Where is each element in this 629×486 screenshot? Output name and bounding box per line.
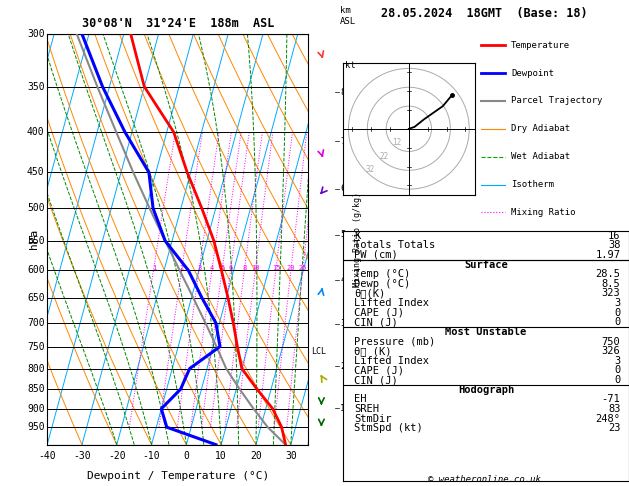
Text: 4: 4 bbox=[210, 264, 214, 271]
Text: 950: 950 bbox=[27, 422, 45, 432]
Text: 0: 0 bbox=[614, 317, 620, 327]
Text: 300: 300 bbox=[27, 29, 45, 39]
Text: 248°: 248° bbox=[596, 414, 620, 424]
Text: 3: 3 bbox=[614, 298, 620, 308]
Text: 38: 38 bbox=[608, 240, 620, 250]
Text: EH: EH bbox=[354, 394, 367, 404]
Text: Dewp (°C): Dewp (°C) bbox=[354, 279, 411, 289]
Text: CAPE (J): CAPE (J) bbox=[354, 365, 404, 375]
Text: Temp (°C): Temp (°C) bbox=[354, 269, 411, 279]
Text: 450: 450 bbox=[27, 167, 45, 177]
Text: 600: 600 bbox=[27, 265, 45, 276]
Text: CAPE (J): CAPE (J) bbox=[354, 308, 404, 318]
Text: 30: 30 bbox=[285, 451, 297, 461]
Text: 1.97: 1.97 bbox=[596, 250, 620, 260]
Text: 10: 10 bbox=[215, 451, 227, 461]
Text: Wet Adiabat: Wet Adiabat bbox=[511, 152, 571, 161]
Text: 0: 0 bbox=[614, 375, 620, 385]
Text: 20: 20 bbox=[287, 264, 296, 271]
Text: 550: 550 bbox=[27, 236, 45, 246]
Text: StmDir: StmDir bbox=[354, 414, 392, 424]
Text: -30: -30 bbox=[73, 451, 91, 461]
Text: 16: 16 bbox=[608, 231, 620, 241]
Text: 5: 5 bbox=[220, 264, 225, 271]
Text: 23: 23 bbox=[608, 423, 620, 433]
Text: CIN (J): CIN (J) bbox=[354, 317, 398, 327]
Text: Parcel Trajectory: Parcel Trajectory bbox=[511, 96, 603, 105]
Text: 22: 22 bbox=[379, 152, 388, 161]
Text: Dewpoint: Dewpoint bbox=[511, 69, 554, 78]
Text: 20: 20 bbox=[250, 451, 262, 461]
Text: -71: -71 bbox=[602, 394, 620, 404]
Text: 4: 4 bbox=[340, 275, 345, 284]
Text: Isotherm: Isotherm bbox=[511, 180, 554, 189]
Text: Mixing Ratio (g/kg): Mixing Ratio (g/kg) bbox=[353, 192, 362, 287]
Text: θᴇ (K): θᴇ (K) bbox=[354, 346, 392, 356]
Text: PW (cm): PW (cm) bbox=[354, 250, 398, 260]
Text: 350: 350 bbox=[27, 82, 45, 91]
Text: 8: 8 bbox=[340, 88, 345, 97]
Text: 3: 3 bbox=[614, 356, 620, 366]
Text: 6: 6 bbox=[340, 184, 345, 193]
Text: 7: 7 bbox=[340, 137, 345, 146]
Text: 326: 326 bbox=[602, 346, 620, 356]
Text: Most Unstable: Most Unstable bbox=[445, 327, 526, 337]
Text: Surface: Surface bbox=[464, 260, 508, 270]
Text: 1: 1 bbox=[152, 264, 156, 271]
Text: 15: 15 bbox=[272, 264, 281, 271]
Text: km
ASL: km ASL bbox=[340, 6, 356, 26]
Text: 83: 83 bbox=[608, 404, 620, 414]
Text: © weatheronline.co.uk: © weatheronline.co.uk bbox=[428, 474, 541, 484]
Text: 400: 400 bbox=[27, 127, 45, 137]
Text: 650: 650 bbox=[27, 293, 45, 303]
Text: kt: kt bbox=[345, 61, 355, 70]
Text: 700: 700 bbox=[27, 318, 45, 328]
Text: Totals Totals: Totals Totals bbox=[354, 240, 435, 250]
Text: 32: 32 bbox=[365, 165, 375, 174]
Text: 500: 500 bbox=[27, 203, 45, 213]
Text: Hodograph: Hodograph bbox=[458, 385, 514, 395]
Text: 28.5: 28.5 bbox=[596, 269, 620, 279]
Text: θᴇ(K): θᴇ(K) bbox=[354, 288, 386, 298]
Text: Dry Adiabat: Dry Adiabat bbox=[511, 124, 571, 133]
Text: Lifted Index: Lifted Index bbox=[354, 298, 429, 308]
Text: 2: 2 bbox=[180, 264, 184, 271]
Text: 25: 25 bbox=[299, 264, 308, 271]
Text: 1: 1 bbox=[340, 404, 345, 413]
Text: K: K bbox=[354, 231, 360, 241]
Text: 28.05.2024  18GMT  (Base: 18): 28.05.2024 18GMT (Base: 18) bbox=[381, 7, 587, 20]
Text: 0: 0 bbox=[184, 451, 189, 461]
Text: 12: 12 bbox=[392, 138, 402, 147]
Text: Dewpoint / Temperature (°C): Dewpoint / Temperature (°C) bbox=[87, 471, 269, 482]
Text: hPa: hPa bbox=[29, 229, 39, 249]
Text: Pressure (mb): Pressure (mb) bbox=[354, 337, 435, 347]
Text: 2: 2 bbox=[340, 362, 345, 371]
Text: -20: -20 bbox=[108, 451, 126, 461]
Text: 323: 323 bbox=[602, 288, 620, 298]
Text: 750: 750 bbox=[602, 337, 620, 347]
Text: StmSpd (kt): StmSpd (kt) bbox=[354, 423, 423, 433]
Text: 3: 3 bbox=[340, 319, 345, 328]
Text: 10: 10 bbox=[252, 264, 260, 271]
Text: 30°08'N  31°24'E  188m  ASL: 30°08'N 31°24'E 188m ASL bbox=[82, 17, 274, 30]
Text: 5: 5 bbox=[340, 230, 345, 239]
Text: 8: 8 bbox=[243, 264, 247, 271]
Text: -10: -10 bbox=[143, 451, 160, 461]
Text: LCL: LCL bbox=[311, 347, 326, 356]
Text: 750: 750 bbox=[27, 342, 45, 351]
Text: 850: 850 bbox=[27, 384, 45, 394]
Text: 900: 900 bbox=[27, 404, 45, 414]
Text: CIN (J): CIN (J) bbox=[354, 375, 398, 385]
Text: 0: 0 bbox=[614, 365, 620, 375]
Text: 3: 3 bbox=[198, 264, 201, 271]
Text: Lifted Index: Lifted Index bbox=[354, 356, 429, 366]
Text: SREH: SREH bbox=[354, 404, 379, 414]
Text: Temperature: Temperature bbox=[511, 41, 571, 50]
Text: 8.5: 8.5 bbox=[602, 279, 620, 289]
Text: Mixing Ratio: Mixing Ratio bbox=[511, 208, 576, 217]
Text: 6: 6 bbox=[229, 264, 233, 271]
Text: 0: 0 bbox=[614, 308, 620, 318]
Text: 800: 800 bbox=[27, 364, 45, 374]
Text: -40: -40 bbox=[38, 451, 56, 461]
